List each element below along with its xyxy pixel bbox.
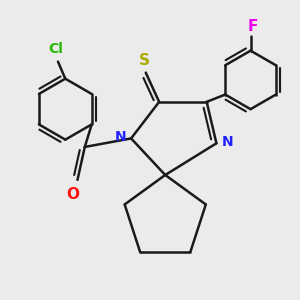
Text: S: S [139,53,150,68]
Text: N: N [222,135,233,149]
Text: O: O [66,187,79,202]
Text: Cl: Cl [48,42,63,56]
Text: F: F [248,19,258,34]
Text: N: N [114,130,126,144]
